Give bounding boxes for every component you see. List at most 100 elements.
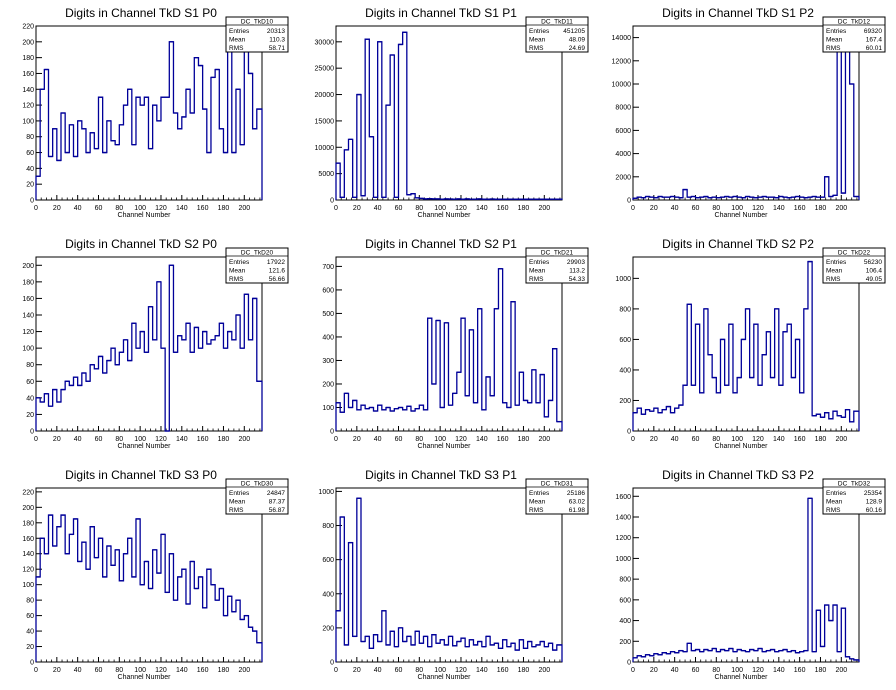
stats-value: 167.4: [866, 37, 883, 44]
stats-name: DC_TkD30: [241, 481, 274, 488]
stats-label: Mean: [826, 268, 843, 275]
y-tick-label: 1600: [615, 494, 631, 501]
stats-box: DC_TkD31 Entries 25186 Mean 63.02 RMS 61.98: [525, 478, 589, 515]
plot-frame: [35, 487, 263, 663]
stats-label: RMS: [529, 276, 544, 283]
y-tick-label: 200: [22, 505, 34, 512]
x-tick-label: 20: [53, 667, 61, 674]
x-tick-label: 140: [476, 205, 488, 212]
stats-value: 56.87: [269, 507, 286, 514]
stats-value: 87.37: [269, 499, 286, 506]
x-axis-label: Channel Number: [118, 212, 172, 219]
y-tick-label: 10000: [315, 145, 335, 152]
y-tick-label: 1200: [615, 535, 631, 542]
x-tick-label: 140: [773, 436, 785, 443]
y-tick-label: 160: [22, 71, 34, 78]
stats-box: DC_TkD21 Entries 29903 Mean 113.2 RMS 54.33: [525, 247, 589, 284]
x-tick-label: 200: [538, 667, 550, 674]
y-tick-label: 200: [22, 263, 34, 270]
x-tick-label: 80: [415, 667, 423, 674]
stats-value: 113.2: [569, 268, 585, 275]
x-tick-label: 20: [353, 667, 361, 674]
y-tick-label: 140: [22, 313, 34, 320]
stats-box: DC_TkD10 Entries 20313 Mean 110.3 RMS 58.71: [225, 16, 289, 53]
stats-label: Mean: [826, 499, 843, 506]
histogram-series: [35, 514, 263, 662]
stats-value: 110.3: [269, 37, 285, 44]
plot-frame: [335, 256, 563, 432]
stats-name: DC_TkD31: [541, 481, 574, 488]
y-tick-label: 600: [322, 557, 334, 564]
y-tick-label: 200: [619, 398, 631, 405]
histogram-panel: Digits in Channel TkD S3 P1 0 20 40 60 80 100 1…: [318, 468, 589, 681]
x-tick-label: 120: [155, 667, 167, 674]
x-tick-label: 180: [218, 667, 230, 674]
stats-box: DC_TkD30 Entries 24847 Mean 87.37 RMS 56.87: [225, 478, 289, 515]
stats-value: 49.05: [866, 276, 883, 283]
y-tick-label: 8000: [615, 105, 631, 112]
x-axis-label: Channel Number: [715, 212, 769, 219]
histogram-series: [35, 33, 263, 200]
histogram-panel: Digits in Channel TkD S1 P2 0 20 40 60 80 100 1…: [612, 6, 886, 219]
stats-label: RMS: [529, 507, 544, 514]
x-tick-label: 40: [374, 436, 382, 443]
x-tick-label: 0: [631, 205, 635, 212]
histogram-panel: Digits in Channel TkD S2 P0 0 20 40 60 80 100 1…: [22, 237, 289, 450]
y-tick-label: 1000: [615, 556, 631, 563]
x-tick-label: 0: [631, 667, 635, 674]
x-tick-label: 160: [197, 436, 209, 443]
histogram-series: [335, 268, 563, 431]
stats-box-frame: [525, 16, 589, 53]
stats-label: RMS: [826, 276, 841, 283]
x-tick-label: 0: [34, 667, 38, 674]
histogram-series: [335, 497, 563, 662]
x-tick-label: 140: [773, 667, 785, 674]
stats-box: DC_TkD11 Entries 451205 Mean 48.09 RMS 24.69: [525, 16, 589, 53]
y-tick-label: 800: [619, 577, 631, 584]
y-tick-label: 2000: [615, 174, 631, 181]
y-tick-label: 800: [619, 306, 631, 313]
y-tick-label: 500: [322, 311, 334, 318]
stats-value: 24.69: [569, 45, 586, 52]
y-tick-label: 10000: [612, 82, 632, 89]
x-tick-label: 40: [374, 667, 382, 674]
x-tick-label: 200: [835, 667, 847, 674]
y-tick-label: 120: [22, 567, 34, 574]
x-tick-label: 120: [455, 436, 467, 443]
plot-frame: [335, 25, 563, 201]
stats-value: 451205: [563, 28, 585, 35]
x-axis-label: Channel Number: [418, 443, 472, 450]
y-tick-label: 0: [627, 660, 631, 667]
histogram-series: [632, 260, 860, 431]
y-tick-label: 80: [26, 362, 34, 369]
x-tick-label: 120: [752, 667, 764, 674]
stats-value: 121.6: [269, 268, 286, 275]
x-tick-label: 100: [134, 667, 146, 674]
chart-title: Digits in Channel TkD S2 P0: [65, 237, 217, 251]
x-tick-label: 20: [353, 436, 361, 443]
x-tick-label: 140: [476, 667, 488, 674]
stats-name: DC_TkD20: [241, 250, 274, 257]
y-tick-label: 40: [26, 629, 34, 636]
stats-value: 63.02: [569, 499, 586, 506]
x-tick-label: 180: [218, 205, 230, 212]
y-tick-label: 4000: [615, 151, 631, 158]
x-axis-label: Channel Number: [418, 674, 472, 681]
x-tick-label: 100: [434, 436, 446, 443]
y-tick-label: 800: [322, 523, 334, 530]
stats-value: 25354: [864, 490, 882, 497]
chart-title: Digits in Channel TkD S3 P0: [65, 468, 217, 482]
y-tick-label: 300: [322, 358, 334, 365]
x-tick-label: 60: [692, 436, 700, 443]
y-tick-label: 6000: [615, 128, 631, 135]
y-tick-label: 200: [322, 381, 334, 388]
histogram-panel: Digits in Channel TkD S2 P1 0 20 40 60 80 100 1…: [322, 237, 589, 450]
y-tick-label: 60: [26, 150, 34, 157]
y-tick-label: 12000: [612, 58, 632, 65]
x-tick-label: 60: [692, 667, 700, 674]
x-tick-label: 120: [155, 436, 167, 443]
stats-label: Mean: [529, 499, 546, 506]
y-tick-label: 600: [322, 287, 334, 294]
stats-value: 60.16: [866, 507, 883, 514]
